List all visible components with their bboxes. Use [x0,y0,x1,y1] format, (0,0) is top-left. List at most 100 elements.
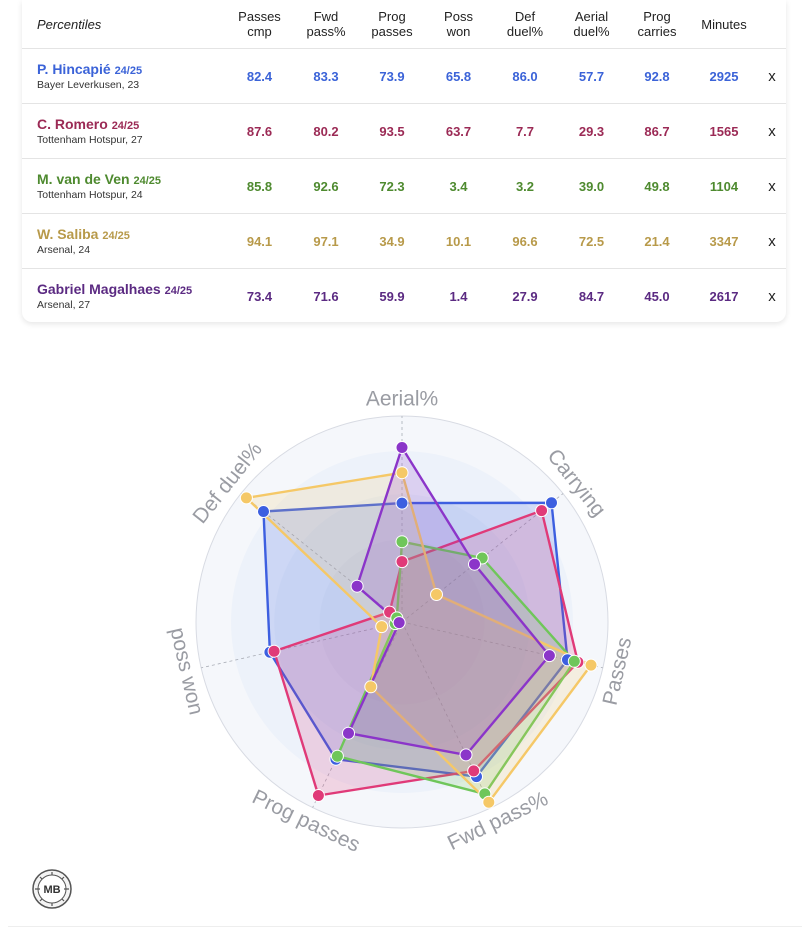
stat-cell: 97.1 [294,213,358,269]
radar-point [311,789,325,802]
radar-point [395,441,409,454]
comparison-table: Percentiles Passes cmp Fwd pass% Prog passe… [22,0,786,323]
stat-cell: 92.6 [294,158,358,214]
player-name[interactable]: M. van de Ven [37,171,130,187]
radar-series-area [262,501,569,778]
player-club: Bayer Leverkusen, 23 [37,79,140,91]
player-cell: Gabriel Magalhaes 24/25 Arsenal, 27 [22,268,225,323]
stat-cell: 86.0 [491,48,559,104]
player-season: 24/25 [164,285,193,297]
player-cell: W. Saliba 24/25 Arsenal, 24 [22,213,225,269]
stat-cell: 82.4 [225,48,294,104]
stat-cell: 92.8 [624,48,690,104]
radar-point [430,588,443,601]
radar-series-area [245,471,593,804]
player-name[interactable]: Gabriel Magalhaes [37,281,161,297]
stat-cell: 85.8 [225,158,294,214]
table-row: M. van de Ven 24/25 Tottenham Hotspur, 24… [22,158,786,214]
stat-cell: 1.4 [426,268,491,323]
radar-point [459,748,473,762]
stat-cell: 86.7 [624,103,690,159]
radar-point [545,496,558,510]
player-name[interactable]: C. Romero [37,116,108,132]
radar-point [350,579,364,593]
minutes-cell: 2617 [690,268,758,323]
minutes-cell: 3347 [690,213,758,269]
minutes-cell: 1565 [690,103,758,159]
stat-cell: 84.7 [559,268,624,323]
radar-point [330,749,344,763]
stat-cell: 29.3 [559,103,624,159]
stat-cell: 93.5 [358,103,426,159]
player-season: 24/25 [102,230,130,242]
stat-cell: 39.0 [559,158,624,214]
radar-point [482,795,496,809]
footer-divider [8,926,802,927]
remove-player-button[interactable]: x [758,158,786,214]
col-header-prog-passes: Prog passes [371,9,413,39]
stat-cell: 63.7 [426,103,491,159]
player-name[interactable]: P. Hincapié [37,61,111,77]
radar-point [467,764,481,778]
percentiles-label: Percentiles [37,16,102,32]
radar-spoke [401,621,603,669]
radar-point [395,496,409,510]
player-season: 24/25 [114,65,143,77]
col-header-poss-won: Poss won [444,9,473,39]
player-name[interactable]: W. Saliba [37,226,99,242]
col-header-prog-carries: Prog carries [637,9,677,39]
player-cell: C. Romero 24/25 Tottenham Hotspur, 27 [22,103,225,159]
stat-cell: 65.8 [426,48,491,104]
radar-spoke [240,493,403,623]
remove-player-button[interactable]: x [758,213,786,269]
stat-cell: 21.4 [624,213,690,269]
remove-player-button[interactable]: x [758,48,786,104]
radar-point [392,616,406,630]
radar-point [584,658,598,672]
radar-point [257,505,270,518]
stat-cell: 80.2 [294,103,358,159]
radar-point [395,466,409,480]
player-club: Tottenham Hotspur, 27 [37,134,143,146]
stat-cell: 73.4 [225,268,294,323]
table-row: C. Romero 24/25 Tottenham Hotspur, 27 87.6… [22,103,786,159]
table-header-row: Percentiles Passes cmp Fwd pass% Prog passe… [22,0,786,49]
stat-cell: 27.9 [491,268,559,323]
stat-cell: 72.5 [559,213,624,269]
radar-point [395,535,409,549]
player-cell: P. Hincapié 24/25 Bayer Leverkusen, 23 [22,48,225,104]
stat-cell: 96.6 [491,213,559,269]
minutes-cell: 1104 [690,158,758,214]
radar-point [375,620,389,634]
col-header-passes-cmp: Passes cmp [238,9,281,39]
player-season: 24/25 [111,120,140,132]
remove-player-button[interactable]: x [758,268,786,323]
mb-logo-icon: MB [32,869,72,909]
logo-text: MB [43,884,60,896]
table-row: Gabriel Magalhaes 24/25 Arsenal, 27 73.4 71… [22,268,786,323]
radar-spoke [401,621,492,808]
stat-cell: 72.3 [358,158,426,214]
stat-cell: 57.7 [559,48,624,104]
player-cell: M. van de Ven 24/25 Tottenham Hotspur, 24 [22,158,225,214]
radar-point [468,557,481,571]
remove-player-button[interactable]: x [758,103,786,159]
col-header-minutes: Minutes [701,16,747,32]
radar-series-area [347,446,551,757]
table-row: P. Hincapié 24/25 Bayer Leverkusen, 23 82.… [22,48,786,104]
player-club: Arsenal, 27 [37,299,91,311]
radar-point [342,726,355,740]
stat-cell: 73.9 [358,48,426,104]
radar-axis-label: Aerial% [366,388,438,411]
stat-cell: 3.2 [491,158,559,214]
radar-point [395,555,409,569]
table-row: W. Saliba 24/25 Arsenal, 24 94.1 97.1 34.9 10… [22,213,786,269]
col-header-remove [758,0,786,49]
stat-cell: 34.9 [358,213,426,269]
radar-point [239,491,253,505]
stat-cell: 71.6 [294,268,358,323]
stat-cell: 83.3 [294,48,358,104]
stat-cell: 94.1 [225,213,294,269]
radar-point [267,644,281,658]
